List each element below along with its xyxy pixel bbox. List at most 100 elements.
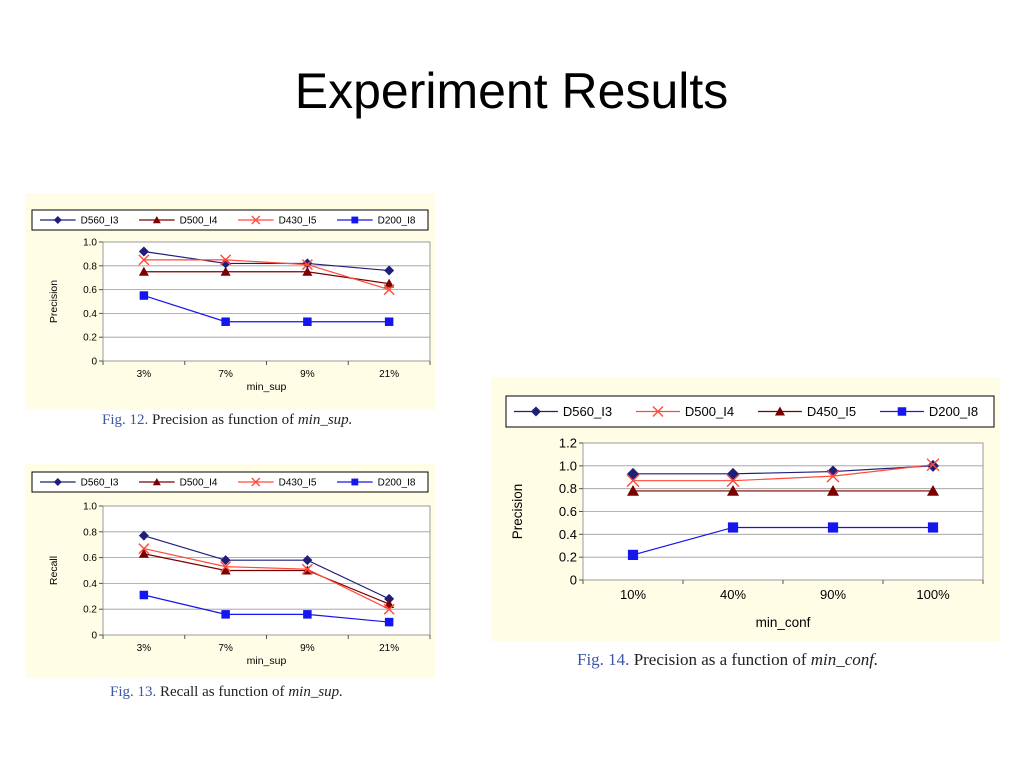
data-point: [827, 484, 839, 496]
chart-panel-fig12: D560_I3 D500_I4 D430_I5 D200_I8 0 0.2 0.4 0.6 0.…: [25, 193, 435, 410]
data-point: [221, 610, 230, 619]
data-point: [383, 603, 395, 615]
y-tick-label: 0.6: [559, 504, 577, 519]
data-point: [139, 590, 149, 600]
caption-term: min_sup.: [288, 684, 343, 700]
data-point: [138, 246, 149, 257]
series-d430_i5: [138, 254, 395, 296]
y-tick-label: 0.2: [83, 605, 97, 616]
x-tick-label: 90%: [820, 587, 846, 602]
y-tick-label: 0: [570, 573, 577, 588]
data-point: [627, 484, 639, 496]
legend-marker: [251, 215, 261, 225]
legend-marker: [897, 407, 907, 416]
series-line: [143, 259, 390, 291]
caption-fig-number: Fig. 14.: [577, 650, 630, 669]
legend-item: D200_I8: [880, 404, 978, 419]
legend-label: D500_I4: [685, 404, 734, 419]
caption-fig12: Fig. 12. Precision as function of min_su…: [102, 412, 352, 429]
data-point: [220, 561, 232, 573]
x-tick-label: 21%: [379, 643, 399, 654]
data-point: [302, 266, 313, 276]
data-point: [138, 548, 149, 558]
y-tick-label: 0.2: [559, 550, 577, 565]
y-tick-label: 1.2: [559, 436, 577, 451]
legend-label: D200_I8: [929, 404, 978, 419]
data-point: [727, 467, 739, 480]
legend-marker: [251, 477, 261, 487]
caption-term: min_conf.: [810, 650, 879, 669]
series-line: [143, 535, 390, 600]
y-tick-label: 0.4: [83, 309, 97, 320]
legend-marker: [152, 216, 161, 224]
series-d200_i8: [627, 522, 939, 560]
y-tick-label: 0.8: [83, 261, 97, 272]
y-axis-title: Precision: [48, 280, 60, 323]
x-tick-label: 40%: [720, 587, 746, 602]
x-axis-title: min_sup: [247, 381, 287, 393]
data-point: [727, 484, 739, 496]
data-point: [302, 555, 313, 566]
slide-title: Experiment Results: [294, 63, 729, 119]
data-point: [826, 469, 840, 483]
y-axis-title: Recall: [48, 556, 60, 585]
data-point: [627, 549, 639, 560]
legend: D560_I3 D500_I4 D430_I5 D200_I8: [31, 209, 429, 231]
legend-item: D500_I4: [139, 216, 218, 227]
y-tick-label: 0.8: [83, 527, 97, 538]
precision-min-conf-chart: D560_I3 D500_I4 D450_I5 D200_I8 0 0.2 0.4 0.6 0.…: [505, 395, 995, 630]
data-point: [384, 265, 395, 276]
series-d500_i4: [626, 458, 940, 488]
data-point: [827, 465, 839, 478]
data-point: [220, 565, 231, 575]
data-point: [220, 266, 231, 276]
legend-item: D500_I4: [139, 478, 218, 489]
legend-label: D560_I3: [81, 216, 119, 227]
legend-marker: [774, 406, 785, 416]
y-tick-label: 0.8: [559, 481, 577, 496]
data-point: [138, 530, 149, 541]
legend-label: D200_I8: [378, 216, 416, 227]
caption-fig-number: Fig. 12.: [102, 412, 149, 428]
recall-min-sup-chart: D560_I3 D500_I4 D430_I5 D200_I8 0 0.2 0.4 0.6 0.…: [31, 471, 431, 667]
legend-label: D500_I4: [180, 478, 218, 489]
data-point: [384, 317, 394, 326]
data-point: [383, 284, 395, 296]
data-point: [926, 458, 940, 472]
series-line: [632, 526, 933, 556]
legend: D560_I3 D500_I4 D430_I5 D200_I8: [31, 471, 429, 493]
y-tick-label: 0: [91, 357, 97, 368]
data-point: [303, 317, 312, 326]
data-point: [221, 317, 230, 326]
legend-marker: [351, 216, 359, 224]
series-d560_i3: [627, 459, 939, 480]
data-point: [138, 543, 150, 555]
legend-item: D430_I5: [238, 215, 317, 227]
legend-item: D560_I3: [514, 404, 612, 419]
legend-item: D450_I5: [758, 404, 856, 419]
data-point: [927, 484, 939, 496]
data-point: [301, 563, 313, 575]
x-axis-title: min_sup: [247, 655, 287, 667]
legend-marker: [53, 216, 62, 224]
series-line: [143, 553, 390, 605]
series-line: [633, 464, 934, 482]
y-tick-label: 1.0: [559, 458, 577, 473]
series-line: [143, 250, 390, 272]
caption-text: Precision as function of: [152, 412, 295, 428]
series-line: [143, 294, 390, 323]
data-point: [927, 522, 939, 533]
legend-label: D430_I5: [279, 478, 317, 489]
legend-label: D450_I5: [807, 404, 856, 419]
legend-label: D430_I5: [279, 216, 317, 227]
legend-item: D200_I8: [337, 478, 416, 489]
y-axis-title: Precision: [510, 484, 525, 540]
legend-item: D200_I8: [337, 216, 416, 227]
legend-marker: [152, 478, 161, 486]
data-point: [220, 258, 231, 269]
data-point: [384, 617, 394, 627]
legend-label: D200_I8: [378, 478, 416, 489]
data-point: [626, 474, 640, 488]
data-point: [220, 555, 231, 566]
legend-item: D500_I4: [636, 404, 734, 419]
